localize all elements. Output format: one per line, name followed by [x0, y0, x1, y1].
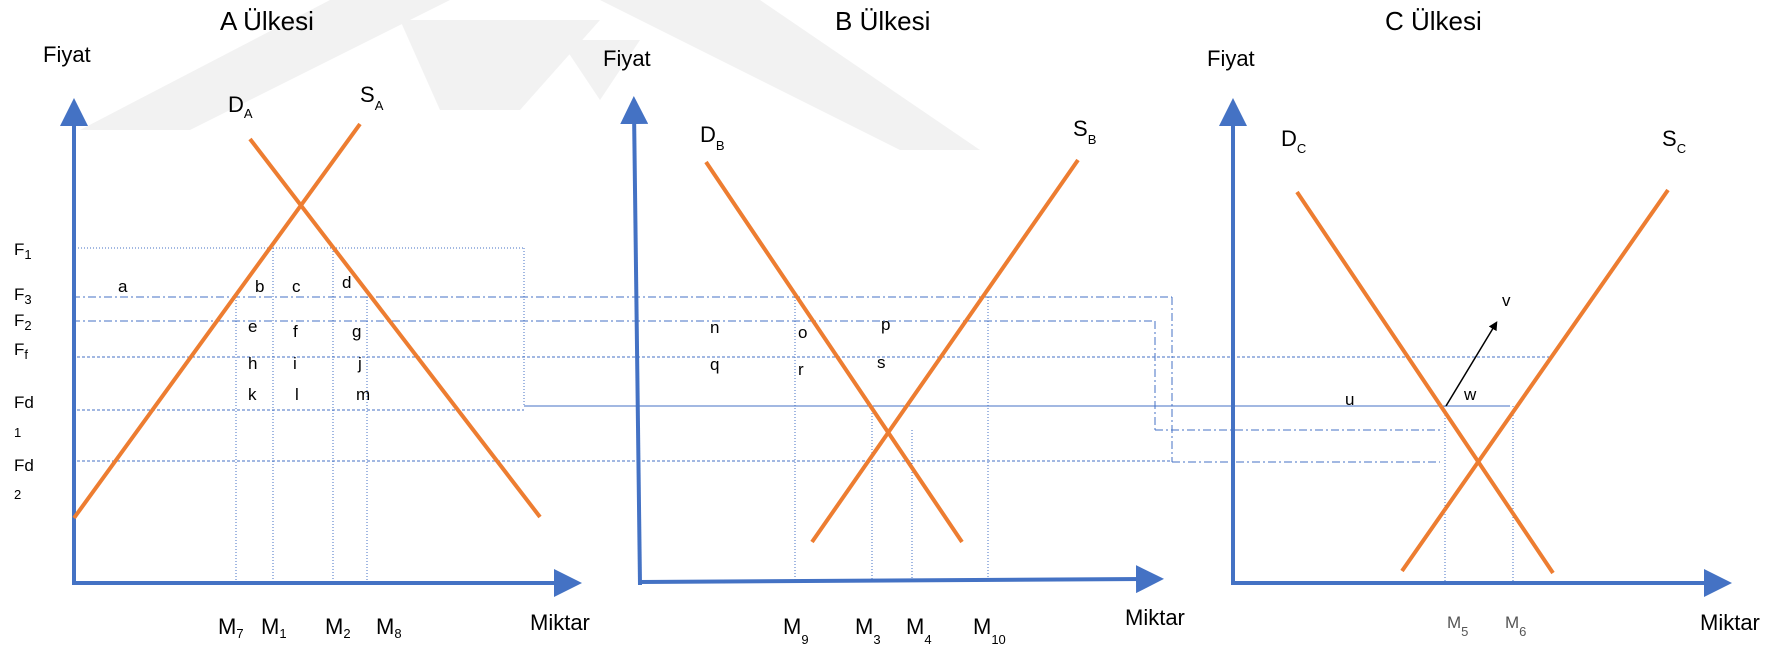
area-label-r: r — [798, 360, 804, 379]
area-label-p: p — [881, 315, 890, 334]
qty-label-m4: M4 — [906, 614, 932, 647]
price-label-fd2-sub: 2 — [14, 487, 21, 502]
qty-label-m7: M7 — [218, 614, 244, 641]
area-label-q: q — [710, 355, 719, 374]
area-label-s: s — [877, 353, 886, 372]
panel-c-x-label: Miktar — [1700, 610, 1760, 635]
demand-curve-c — [1295, 190, 1555, 575]
area-label-c: c — [292, 277, 301, 296]
area-label-w: w — [1463, 385, 1477, 404]
panel-c-title: C Ülkesi — [1385, 6, 1482, 36]
curves — [72, 122, 1670, 575]
price-label-fd1-sub: 1 — [14, 425, 21, 440]
panel-a-y-label: Fiyat — [43, 42, 91, 67]
area-label-h: h — [248, 354, 257, 373]
supply-label-c: SC — [1662, 126, 1686, 156]
demand-curve-a — [248, 137, 542, 519]
qty-label-m2: M2 — [325, 614, 351, 641]
demand-label-a: DA — [228, 92, 253, 121]
supply-label-b: SB — [1073, 116, 1096, 147]
panel-b-x-label: Miktar — [1125, 605, 1185, 630]
price-label-fd1: Fd — [14, 393, 34, 412]
panel-b-y-label: Fiyat — [603, 46, 651, 71]
supply-curve-c — [1400, 188, 1670, 573]
price-label-fd2: Fd — [14, 456, 34, 475]
area-label-g: g — [352, 322, 361, 341]
qty-label-m1: M1 — [261, 614, 287, 641]
shift-arrow — [1445, 321, 1498, 407]
supply-curve-a — [72, 122, 362, 520]
demand-label-c: DC — [1281, 126, 1306, 156]
panel-a-title: A Ülkesi — [220, 6, 314, 36]
qty-label-m10: M10 — [973, 614, 1006, 647]
demand-curve-b — [704, 160, 964, 544]
area-label-l: l — [295, 385, 299, 404]
area-label-f: f — [293, 322, 298, 341]
area-label-e: e — [248, 317, 257, 336]
area-label-d: d — [342, 273, 351, 292]
qty-label-m6: M6 — [1505, 613, 1526, 639]
panel-b-y-axis — [620, 96, 649, 586]
area-label-a: a — [118, 277, 128, 296]
demand-label-b: DB — [700, 122, 725, 153]
area-label-m: m — [356, 385, 370, 404]
guide-lines — [72, 247, 1550, 583]
area-label-o: o — [798, 323, 807, 342]
panel-c-y-label: Fiyat — [1207, 46, 1255, 71]
qty-label-m3: M3 — [855, 614, 881, 647]
area-label-k: k — [248, 385, 257, 404]
axes — [60, 96, 1732, 597]
price-label-f1: F1 — [14, 240, 32, 262]
area-label-v: v — [1502, 291, 1511, 310]
area-label-b: b — [255, 277, 264, 296]
qty-label-m5: M5 — [1447, 613, 1468, 639]
supply-label-a: SA — [360, 82, 384, 113]
area-label-j: j — [357, 354, 362, 373]
qty-label-m9: M9 — [783, 614, 809, 647]
supply-curve-b — [810, 158, 1080, 544]
price-label-f2: F2 — [14, 311, 32, 333]
price-label-ff: Ff — [14, 340, 28, 362]
area-label-i: i — [293, 354, 297, 373]
panel-b-x-axis — [639, 565, 1164, 594]
panel-b-title: B Ülkesi — [835, 6, 930, 36]
area-labels: a b c d e f g h i j k l m n o p q r s u … — [118, 273, 1511, 409]
price-label-f3: F3 — [14, 285, 32, 307]
area-label-n: n — [710, 318, 719, 337]
qty-label-m8: M8 — [376, 614, 402, 641]
area-label-u: u — [1345, 390, 1354, 409]
watermark — [80, 0, 980, 150]
panel-a-x-label: Miktar — [530, 610, 590, 635]
